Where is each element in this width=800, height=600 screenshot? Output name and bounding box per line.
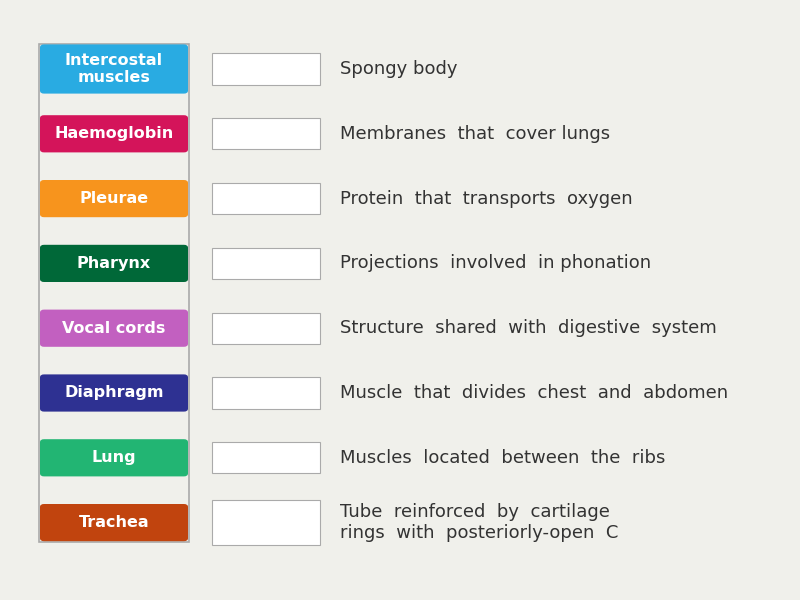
FancyBboxPatch shape (212, 313, 320, 344)
Text: Muscle  that  divides  chest  and  abdomen: Muscle that divides chest and abdomen (340, 384, 728, 402)
FancyBboxPatch shape (40, 439, 188, 476)
Text: Tube  reinforced  by  cartilage
rings  with  posteriorly-open  C: Tube reinforced by cartilage rings with … (340, 503, 618, 542)
Text: Membranes  that  cover lungs: Membranes that cover lungs (340, 125, 610, 143)
Text: Vocal cords: Vocal cords (62, 320, 166, 335)
FancyBboxPatch shape (212, 377, 320, 409)
FancyBboxPatch shape (40, 374, 188, 412)
FancyBboxPatch shape (40, 310, 188, 347)
FancyBboxPatch shape (40, 44, 188, 94)
Text: Pharynx: Pharynx (77, 256, 151, 271)
Text: Haemoglobin: Haemoglobin (54, 127, 174, 141)
Text: Protein  that  transports  oxygen: Protein that transports oxygen (340, 190, 633, 208)
Text: Spongy body: Spongy body (340, 60, 458, 78)
Text: Trachea: Trachea (78, 515, 150, 530)
FancyBboxPatch shape (40, 245, 188, 282)
Text: Pleurae: Pleurae (79, 191, 149, 206)
Text: Structure  shared  with  digestive  system: Structure shared with digestive system (340, 319, 717, 337)
FancyBboxPatch shape (212, 442, 320, 473)
Text: Muscles  located  between  the  ribs: Muscles located between the ribs (340, 449, 666, 467)
FancyBboxPatch shape (212, 118, 320, 149)
Text: Diaphragm: Diaphragm (64, 386, 164, 401)
FancyBboxPatch shape (212, 500, 320, 545)
FancyBboxPatch shape (40, 180, 188, 217)
Text: Lung: Lung (92, 450, 136, 466)
FancyBboxPatch shape (212, 53, 320, 85)
FancyBboxPatch shape (212, 248, 320, 279)
FancyBboxPatch shape (212, 183, 320, 214)
FancyBboxPatch shape (40, 115, 188, 152)
Text: Projections  involved  in phonation: Projections involved in phonation (340, 254, 651, 272)
Text: Intercostal
muscles: Intercostal muscles (65, 53, 163, 85)
FancyBboxPatch shape (40, 504, 188, 541)
